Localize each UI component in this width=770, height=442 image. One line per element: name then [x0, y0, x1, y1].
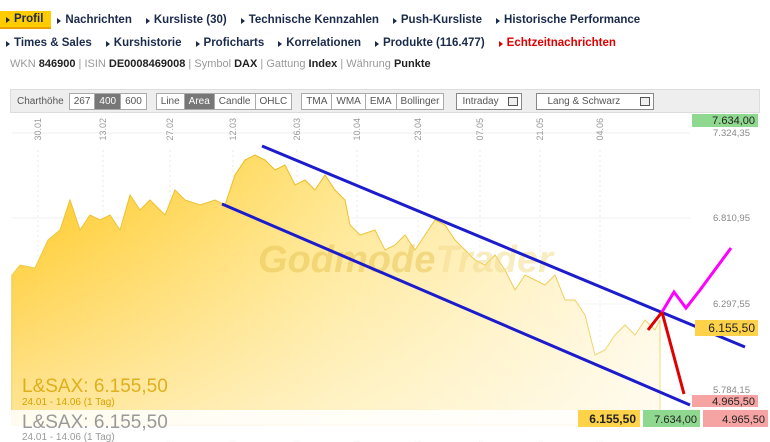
footer-low: 4.965,50 [722, 414, 765, 426]
footer-last-box [578, 410, 640, 427]
x-label: 30.01 [33, 118, 43, 141]
x-label: 12.03 [228, 118, 238, 141]
info-label: WKN [10, 58, 36, 70]
x-label: 10.04 [352, 118, 362, 141]
nav-tab[interactable]: Kursliste (30) [140, 12, 235, 28]
toolbar-button[interactable]: 600 [120, 92, 147, 110]
trend-line-upper [261, 144, 746, 349]
legend-title: L&SAX: 6.155,50 [22, 376, 168, 397]
x-label: 27.02 [165, 118, 175, 141]
nav-row1: Profil Nachrichten Kursliste (30) Technisch… [0, 10, 648, 30]
toolbar-button[interactable]: Area [183, 92, 215, 110]
last-label: 6.155,50 [708, 321, 755, 335]
x-label: 04.06 [595, 118, 605, 141]
nav-tab[interactable]: Times & Sales [0, 35, 100, 51]
x-label: 26.03 [292, 118, 302, 141]
info-label: Währung [346, 58, 391, 70]
nav-tab[interactable]: Echtzeitnachrichten [493, 35, 624, 51]
type-group: Line Area Candle OHLC [155, 92, 293, 110]
toolbar: Charthöhe 267 400 600 Line Area Candle OHLC T… [10, 89, 760, 113]
watermark: GodmodeTrader [258, 239, 555, 281]
high-label: 7.634,00 [712, 115, 755, 127]
info-value: 846900 [38, 58, 76, 70]
toolbar-button[interactable]: Candle [213, 92, 256, 110]
footer-title: L&SAX: 6.155,50 [22, 412, 168, 433]
separator: | [337, 58, 347, 70]
toolbar-button[interactable]: 267 [68, 92, 96, 110]
area-fade [12, 113, 690, 425]
info-value: DE0008469008 [108, 58, 186, 70]
legend-range: 24.01 - 14.06 (1 Tag) [22, 397, 115, 408]
toolbar-button[interactable]: Bollinger [395, 92, 445, 110]
last-box [695, 320, 758, 336]
info-value: Punkte [393, 58, 431, 70]
toolbar-button[interactable]: OHLC [254, 92, 293, 110]
info-value: Index [308, 58, 338, 70]
trend-line-lower [221, 202, 691, 407]
dropdown-arrow [640, 96, 651, 106]
y-label: 7.324,35 [713, 128, 750, 139]
footer-low-box [703, 410, 768, 427]
high-box [692, 114, 758, 127]
separator: | [185, 58, 195, 70]
toolbar-button[interactable]: TMA [301, 92, 333, 110]
height-group: 267 400 600 [68, 92, 147, 110]
footer-bg [0, 410, 770, 442]
info-line: WKN 846900 | ISIN DE0008469008 | Symbol … [10, 58, 431, 70]
nav-tab[interactable]: Produkte (116.477) [369, 35, 493, 51]
info-label: ISIN [84, 58, 106, 70]
nav-tab[interactable]: Push-Kursliste [387, 12, 490, 28]
footer-range: 24.01 - 14.06 (1 Tag) [22, 432, 115, 442]
low-label: 4.965,50 [712, 396, 755, 408]
low-box [692, 395, 758, 407]
x-label: 23.04 [413, 118, 423, 141]
footer-high: 7.634,00 [654, 414, 697, 426]
nav-tab[interactable]: Nachrichten [51, 12, 139, 28]
projection-up [660, 247, 733, 313]
y-label: 5.784,15 [713, 385, 750, 396]
source-select[interactable]: Lang & Schwarz [536, 92, 655, 110]
interval-select[interactable]: Intraday [456, 92, 523, 110]
nav-row2: Times & Sales Kurshistorie Proficharts Korr… [0, 33, 624, 53]
nav-tab[interactable]: Profil [0, 11, 52, 29]
separator: | [257, 58, 267, 70]
info-label: Gattung [266, 58, 306, 70]
x-label: 07.05 [475, 118, 485, 141]
x-label: 13.02 [98, 118, 108, 141]
y-label: 6.810,95 [713, 213, 750, 224]
height-label: Charthöhe [17, 95, 64, 107]
chart: GodmodeTrader 7.324,35 6.810,95 6.297,55 5.… [0, 113, 770, 442]
nav-tab[interactable]: Historische Performance [490, 12, 648, 28]
toolbar-button[interactable]: 400 [94, 92, 122, 110]
nav-tab[interactable]: Proficharts [190, 35, 273, 51]
toolbar-button[interactable]: EMA [364, 92, 397, 110]
indicator-group: TMA WMA EMA Bollinger [301, 92, 445, 110]
footer-high-box [643, 410, 700, 427]
footer-last: 6.155,50 [589, 412, 636, 426]
info-value: DAX [234, 58, 258, 70]
separator: | [75, 58, 85, 70]
dropdown-arrow [508, 96, 519, 106]
x-label: 21.05 [535, 118, 545, 141]
nav-tab[interactable]: Korrelationen [272, 35, 369, 51]
nav-tab[interactable]: Technische Kennzahlen [235, 12, 387, 28]
info-label: Symbol [194, 58, 232, 70]
toolbar-button[interactable]: WMA [331, 92, 366, 110]
toolbar-button[interactable]: Line [155, 92, 185, 110]
nav-tab[interactable]: Kurshistorie [100, 35, 190, 51]
y-label: 6.297,55 [713, 299, 750, 310]
